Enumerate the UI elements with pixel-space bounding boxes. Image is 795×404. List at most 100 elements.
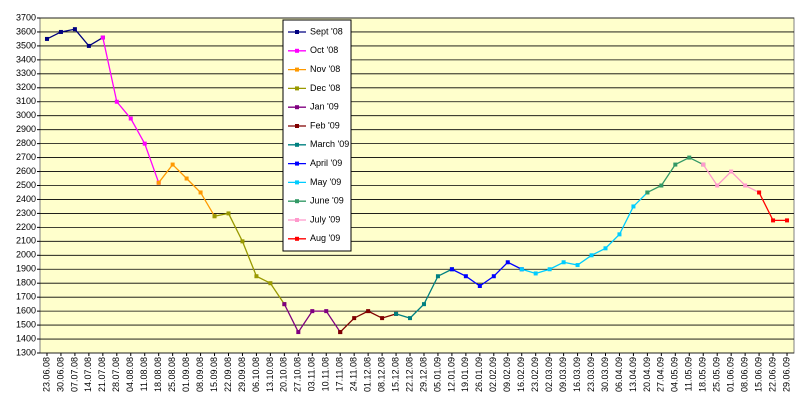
- point-marker: [254, 274, 259, 279]
- point-marker: [142, 141, 147, 146]
- y-tick-label: 1800: [16, 278, 36, 288]
- legend-label: Aug '09: [310, 233, 340, 243]
- x-tick-label: 27.04.09: [656, 357, 666, 392]
- point-marker: [589, 253, 594, 258]
- point-marker: [44, 36, 49, 41]
- y-tick-label: 3700: [16, 12, 36, 22]
- point-marker: [86, 43, 91, 48]
- point-marker: [603, 246, 608, 251]
- x-tick-label: 15.09.08: [209, 357, 219, 392]
- point-marker: [100, 35, 105, 40]
- y-tick-label: 1600: [16, 306, 36, 316]
- point-marker: [324, 309, 329, 314]
- point-marker: [352, 316, 357, 321]
- x-tick-label: 08.09.08: [195, 357, 205, 392]
- x-tick-label: 19.01.09: [460, 357, 470, 392]
- x-tick-label: 07.07.08: [69, 357, 79, 392]
- legend-marker: [295, 199, 299, 204]
- point-marker: [296, 330, 301, 335]
- y-tick-label: 2300: [16, 208, 36, 218]
- y-tick-label: 1300: [16, 347, 36, 357]
- x-tick-label: 24.11.08: [349, 357, 359, 391]
- y-tick-label: 2100: [16, 236, 36, 246]
- x-tick-label: 18.08.08: [153, 357, 163, 392]
- point-marker: [631, 204, 636, 209]
- legend-marker: [295, 161, 299, 166]
- legend-label: Sept '08: [310, 26, 343, 36]
- legend-label: May '09: [310, 177, 341, 187]
- x-tick-label: 30.06.08: [55, 357, 65, 392]
- x-tick-label: 14.07.08: [83, 357, 93, 392]
- x-tick-label: 11.05.09: [684, 357, 694, 391]
- legend-marker: [295, 30, 299, 34]
- series-line: [214, 212, 285, 305]
- point-marker: [463, 274, 468, 279]
- y-tick-label: 3500: [16, 40, 36, 50]
- legend-label: Feb '09: [310, 120, 340, 130]
- x-tick-label: 13.10.08: [265, 357, 275, 392]
- x-tick-label: 03.11.08: [307, 357, 317, 391]
- x-tick-label: 25.05.09: [712, 357, 722, 392]
- x-tick-label: 04.05.09: [670, 357, 680, 392]
- x-tick-label: 05.01.09: [432, 357, 442, 392]
- point-marker: [575, 263, 580, 268]
- x-tick-label: 18.05.09: [698, 357, 708, 392]
- point-marker: [421, 302, 426, 307]
- x-tick-label: 29.09.08: [237, 357, 247, 392]
- y-tick-label: 3100: [16, 96, 36, 106]
- legend-label: Dec '08: [310, 83, 340, 93]
- legend-marker: [295, 67, 299, 72]
- y-tick-label: 3000: [16, 110, 36, 120]
- point-marker: [673, 162, 678, 167]
- x-tick-label: 25.08.08: [167, 357, 177, 392]
- x-tick-label: 10.11.08: [321, 357, 331, 391]
- point-marker: [645, 190, 650, 195]
- x-tick-label: 06.10.08: [251, 357, 261, 392]
- x-tick-label: 11.08.08: [139, 357, 149, 391]
- x-tick-label: 22.12.08: [404, 357, 414, 392]
- point-marker: [435, 274, 440, 279]
- y-tick-label: 3300: [16, 68, 36, 78]
- x-tick-label: 15.12.08: [390, 357, 400, 392]
- legend-marker: [295, 48, 299, 53]
- x-tick-label: 23.02.09: [530, 357, 540, 392]
- point-marker: [114, 99, 119, 104]
- y-tick-label: 3600: [16, 26, 36, 36]
- point-marker: [687, 155, 692, 160]
- y-tick-label: 1400: [16, 333, 36, 343]
- y-tick-label: 1700: [16, 292, 36, 302]
- point-marker: [617, 232, 622, 237]
- legend-label: Nov '08: [310, 64, 340, 74]
- legend-label: June '09: [310, 196, 344, 206]
- y-tick-label: 3200: [16, 82, 36, 92]
- point-marker: [184, 176, 189, 181]
- x-tick-label: 21.07.08: [97, 357, 107, 392]
- legend-label: March '09: [310, 139, 349, 149]
- x-tick-label: 30.03.09: [600, 357, 610, 392]
- point-marker: [785, 218, 790, 223]
- point-marker: [729, 169, 734, 174]
- x-tick-label: 26.01.09: [474, 357, 484, 392]
- y-tick-label: 1500: [16, 319, 36, 329]
- point-marker: [491, 274, 496, 279]
- point-marker: [310, 309, 315, 314]
- point-marker: [771, 218, 776, 223]
- point-marker: [338, 330, 343, 335]
- point-marker: [366, 309, 371, 314]
- x-tick-label: 29.12.08: [418, 357, 428, 392]
- point-marker: [561, 260, 566, 265]
- point-marker: [58, 29, 63, 34]
- legend-marker: [295, 180, 299, 185]
- point-marker: [212, 214, 217, 219]
- x-tick-label: 13.04.09: [628, 357, 638, 392]
- point-marker: [659, 183, 664, 188]
- point-marker: [715, 183, 720, 188]
- point-marker: [449, 267, 454, 272]
- series-line: [521, 192, 648, 275]
- point-marker: [477, 284, 482, 288]
- point-marker: [156, 180, 161, 185]
- y-tick-label: 1900: [16, 264, 36, 274]
- x-tick-label: 08.12.08: [376, 357, 386, 392]
